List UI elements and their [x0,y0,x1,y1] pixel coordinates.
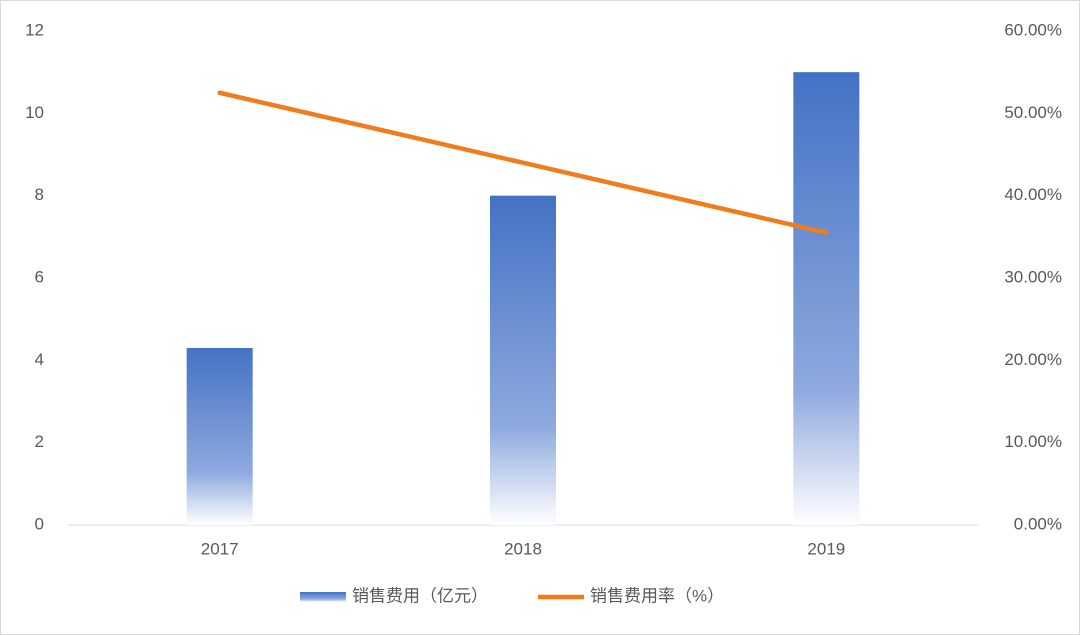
x-tick-label: 2019 [807,539,845,558]
bar [186,347,253,525]
y-tick-label: 12 [25,20,44,39]
line [217,90,829,235]
y-tick-label: 2 [35,432,44,451]
bar [793,72,860,526]
legend-label: 销售费用率（%） [590,586,724,605]
y2-tick-label: 20.00% [1004,350,1062,369]
legend-swatch [300,592,346,602]
x-tick-label: 2017 [201,539,239,558]
y2-tick-label: 40.00% [1004,185,1062,204]
y-tick-label: 4 [35,350,44,369]
y2-tick-label: 30.00% [1004,267,1062,286]
y-tick-label: 6 [35,267,44,286]
y2-tick-label: 10.00% [1004,432,1062,451]
y-tick-label: 0 [35,514,44,533]
y2-tick-label: 60.00% [1004,20,1062,39]
legend-label: 销售费用（亿元） [352,586,488,605]
x-tick-label: 2018 [504,539,542,558]
y2-tick-label: 50.00% [1004,103,1062,122]
bar [490,195,556,525]
y-tick-label: 8 [35,185,44,204]
y-tick-label: 10 [25,103,44,122]
y2-tick-label: 0.00% [1014,514,1062,533]
